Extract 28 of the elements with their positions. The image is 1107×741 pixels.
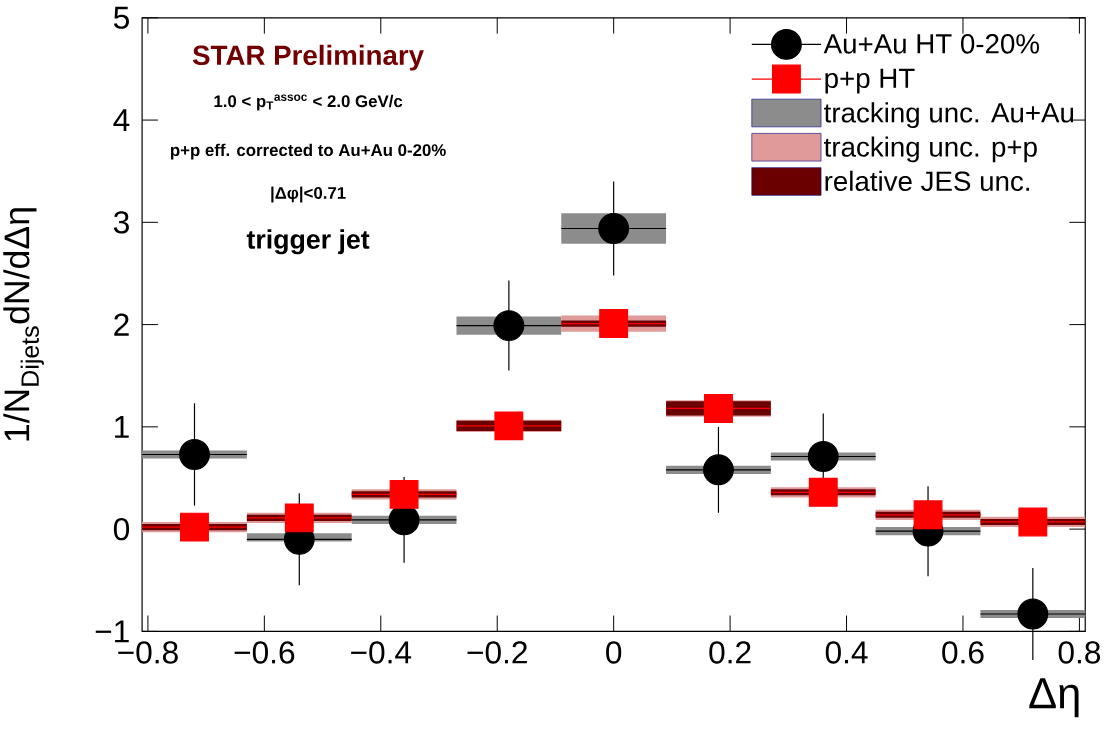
x-tick-label: 0.8 (1058, 641, 1101, 664)
annotation: p+p eff. corrected to Au+Au 0-20% (170, 143, 446, 160)
x-tick-label: −0.4 (351, 641, 412, 664)
x-tick-label: −0.6 (234, 641, 295, 664)
y-tick-label: 5 (113, 6, 129, 29)
x-tick-label: 0 (606, 641, 622, 664)
y-tick-label: 1 (115, 415, 129, 438)
y-tick-label: 0 (113, 517, 130, 541)
legend-label: p+p HT (825, 68, 915, 94)
annotation: |Δφ|<0.71 (271, 186, 346, 203)
y-axis-title: 1/N$_{Dijets}$dN/dΔη (3, 208, 44, 441)
x-axis-title: Δη (1029, 678, 1079, 718)
annotation: 1.0 < p$_{T}$$^{assoc}$ < 2.0 GeV/c (214, 94, 403, 111)
legend-label: tracking unc. Au+Au (824, 102, 1074, 128)
y-tick-label: 4 (113, 109, 130, 131)
y-tick-label: −1 (95, 620, 129, 643)
legend-label: Au+Au HT 0-20% (823, 33, 1040, 54)
x-tick-label: 0.2 (709, 641, 751, 664)
x-tick-label: 0.4 (825, 641, 868, 664)
x-tick-label: −0.8 (118, 641, 178, 664)
legend-label: tracking unc. p+p (824, 136, 1037, 163)
legend-label: relative JES unc. (825, 170, 1029, 191)
y-tick-label: 2 (114, 313, 129, 336)
x-tick-label: −0.2 (467, 641, 527, 664)
x-tick-label: 0.6 (942, 641, 984, 664)
annotation: trigger jet (246, 229, 370, 255)
annotation: STAR Preliminary (192, 44, 424, 71)
y-tick-label: 3 (113, 211, 129, 234)
